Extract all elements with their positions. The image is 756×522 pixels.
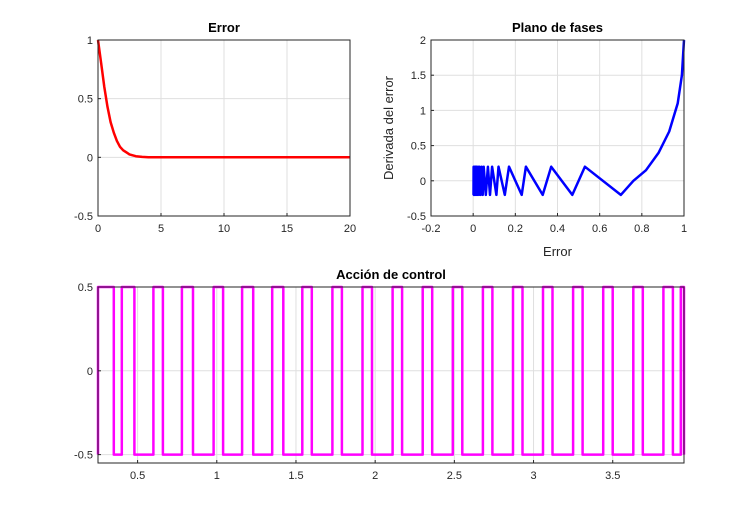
phase-xlabel: Error xyxy=(543,244,573,259)
phase-ticks: -0.2 0 0.2 0.4 0.6 0.8 1 -0.5 0 0.5 1 1.5 2 xyxy=(407,35,687,235)
phase-xtick-label: 0.2 xyxy=(508,223,523,235)
phase-xtick-label: -0.2 xyxy=(422,223,441,235)
error-ytick-label: 0.5 xyxy=(78,94,93,106)
control-xtick-label: 3 xyxy=(530,470,536,482)
error-series-line xyxy=(96,39,350,159)
phase-xtick-label: 1 xyxy=(681,223,687,235)
phase-ytick-label: 0 xyxy=(420,176,426,188)
control-ytick-label: 0 xyxy=(87,366,93,378)
error-xtick-label: 15 xyxy=(281,223,293,235)
error-xtick-label: 0 xyxy=(95,223,101,235)
phase-ytick-label: -0.5 xyxy=(407,211,426,223)
phase-xtick-label: 0.6 xyxy=(592,223,607,235)
error-ticks: 0 5 10 15 20-0.500.51 xyxy=(74,35,356,235)
phase-ytick-label: 0.5 xyxy=(411,141,426,153)
phase-xtick-label: 0 xyxy=(470,223,476,235)
phase-ytick-label: 2 xyxy=(420,35,426,47)
error-xtick-label: 5 xyxy=(158,223,164,235)
phase-chart: -0.2 0 0.2 0.4 0.6 0.8 1 -0.5 0 0.5 1 1.5 2 Plano de… xyxy=(381,20,687,259)
control-chart: 0.5 1 1.5 2 2.5 3 3.5 -0.5 0 0.5 Acción de contro… xyxy=(74,267,686,482)
error-grid xyxy=(97,39,351,217)
control-title: Acción de control xyxy=(336,267,446,282)
control-xtick-label: 2 xyxy=(372,470,378,482)
error-xtick-label: 10 xyxy=(218,223,230,235)
phase-ytick-label: 1.5 xyxy=(411,70,426,82)
error-title: Error xyxy=(208,20,240,35)
control-ytick-label: 0.5 xyxy=(78,282,93,294)
phase-grid xyxy=(430,39,685,217)
phase-xtick-label: 0.8 xyxy=(634,223,649,235)
control-ytick-label: -0.5 xyxy=(74,450,93,462)
phase-series xyxy=(472,39,686,197)
error-series xyxy=(96,39,350,159)
phase-title: Plano de fases xyxy=(512,20,603,35)
control-grid xyxy=(98,286,684,463)
error-chart: 0 5 10 15 20-0.500.51 Error xyxy=(74,20,356,235)
control-xtick-label: 1 xyxy=(214,470,220,482)
error-ytick-label: 1 xyxy=(87,35,93,47)
phase-series-line xyxy=(472,39,686,197)
error-xtick-label: 20 xyxy=(344,223,356,235)
control-ticks: 0.5 1 1.5 2 2.5 3 3.5 -0.5 0 0.5 xyxy=(74,282,620,482)
control-axes-box xyxy=(97,286,685,464)
control-xtick-label: 1.5 xyxy=(288,470,303,482)
control-xtick-label: 0.5 xyxy=(130,470,145,482)
control-xtick-label: 3.5 xyxy=(605,470,620,482)
phase-ytick-label: 1 xyxy=(420,105,426,117)
phase-ylabel: Derivada del error xyxy=(381,75,396,180)
error-ytick-label: -0.5 xyxy=(74,211,93,223)
phase-xtick-label: 0.4 xyxy=(550,223,565,235)
control-xtick-label: 2.5 xyxy=(447,470,462,482)
error-ytick-label: 0 xyxy=(87,152,93,164)
